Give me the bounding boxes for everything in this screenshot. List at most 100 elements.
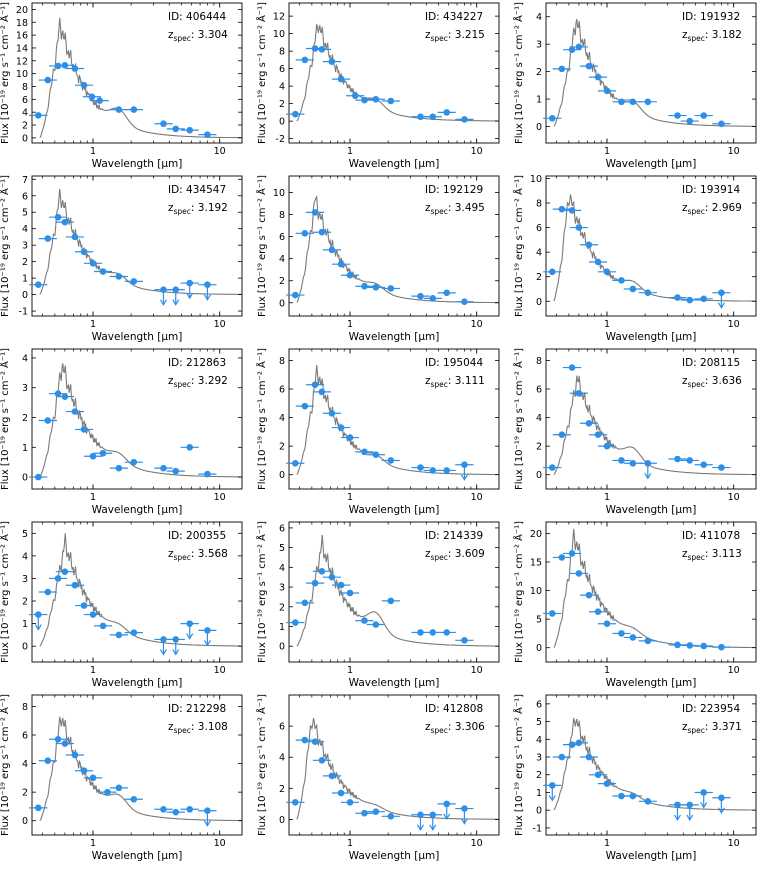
photometry-point bbox=[172, 467, 180, 475]
x-tick-label: 10 bbox=[471, 492, 483, 503]
y-tick-label: 4 bbox=[536, 12, 542, 23]
y-axis-label: Flux [10⁻¹⁹ erg s⁻¹ cm⁻² Å⁻¹] bbox=[255, 175, 268, 317]
upper-limit-arrow bbox=[203, 640, 211, 647]
photometry-point bbox=[346, 589, 354, 597]
photometry-point bbox=[115, 784, 123, 792]
photometry-point bbox=[618, 98, 625, 106]
photometry-point bbox=[104, 788, 111, 796]
photometry-point bbox=[674, 455, 681, 463]
photometry-point bbox=[718, 643, 725, 651]
photometry-point bbox=[629, 634, 637, 641]
upper-limit-arrow bbox=[159, 299, 167, 306]
photometry-point bbox=[548, 114, 556, 122]
photometry-point bbox=[346, 271, 354, 279]
y-tick-label: 6 bbox=[22, 731, 28, 742]
photometry-point bbox=[80, 426, 88, 433]
photometry-point bbox=[311, 738, 319, 745]
x-tick-label: 1 bbox=[90, 492, 96, 503]
photometry-point bbox=[594, 771, 602, 779]
x-axis-label: Wavelength [μm] bbox=[92, 331, 183, 343]
y-tick-label: 5 bbox=[279, 543, 285, 554]
object-id: ID: 195044 bbox=[425, 357, 483, 369]
y-axis-label: Flux [10⁻¹⁹ erg s⁻¹ cm⁻² Å⁻¹] bbox=[0, 348, 11, 490]
photometry-point bbox=[387, 285, 395, 292]
photometry-point bbox=[291, 619, 299, 626]
x-tick-label: 1 bbox=[90, 665, 96, 676]
y-axis-label: Flux [10⁻¹⁹ erg s⁻¹ cm⁻² Å⁻¹] bbox=[0, 2, 11, 144]
plot-frame bbox=[288, 348, 500, 490]
upper-limit-arrow bbox=[443, 813, 451, 821]
redshift-label: zspec: 3.113 bbox=[682, 548, 742, 562]
y-tick-label: 3 bbox=[279, 583, 285, 594]
photometry-point bbox=[674, 294, 681, 301]
photometry-point bbox=[88, 93, 96, 101]
y-axis-label: Flux [10⁻¹⁹ erg s⁻¹ cm⁻² Å⁻¹] bbox=[0, 521, 11, 663]
x-tick-label: 10 bbox=[471, 146, 483, 157]
photometry-point bbox=[204, 131, 211, 138]
x-axis-label: Wavelength [μm] bbox=[92, 850, 183, 862]
photometry-point bbox=[89, 611, 97, 618]
plot-frame bbox=[31, 348, 243, 490]
y-tick-label: 18 bbox=[16, 18, 28, 29]
y-tick-label: 2 bbox=[536, 442, 542, 453]
upper-limit-arrow bbox=[203, 820, 211, 827]
photometry-point bbox=[71, 581, 79, 589]
y-tick-label: 0 bbox=[536, 806, 542, 817]
sed-panel-214339: 0 1 2 3 4 5 6 1 10 Wavelength [μm] Flux [10⁻¹⁹ erg… bbox=[255, 521, 500, 689]
photometry-point bbox=[700, 295, 708, 303]
object-id: ID: 212863 bbox=[168, 357, 226, 369]
x-axis-label: Wavelength [μm] bbox=[92, 677, 183, 689]
y-tick-label: 4 bbox=[22, 224, 28, 235]
upper-limit-arrow bbox=[548, 795, 556, 802]
photometry-point bbox=[115, 464, 123, 472]
upper-limit-arrow bbox=[186, 633, 194, 640]
y-tick-label: 4 bbox=[536, 248, 542, 259]
photometry-point bbox=[80, 767, 88, 775]
y-tick-label: 2 bbox=[22, 121, 28, 132]
y-tick-label: 0 bbox=[22, 133, 28, 144]
y-tick-label: 4 bbox=[22, 108, 28, 119]
y-tick-label: 10 bbox=[530, 586, 542, 597]
photometry-point bbox=[361, 448, 368, 456]
photometry-point bbox=[558, 205, 566, 213]
photometry-point bbox=[311, 209, 319, 216]
photometry-point bbox=[372, 621, 380, 628]
y-tick-label: 5 bbox=[536, 615, 542, 626]
plot-frame bbox=[545, 521, 757, 663]
photometry-point bbox=[443, 109, 451, 116]
upper-limit-arrow bbox=[159, 649, 167, 656]
redshift-label: zspec: 3.111 bbox=[425, 375, 485, 389]
photometry-point bbox=[603, 87, 611, 95]
y-tick-label: 2 bbox=[22, 413, 28, 424]
photometry-point bbox=[387, 457, 395, 464]
photometry-point bbox=[34, 281, 42, 289]
photometry-point bbox=[44, 757, 52, 765]
photometry-point bbox=[311, 579, 319, 587]
y-tick-label: 10 bbox=[16, 69, 28, 80]
photometry-point bbox=[337, 424, 345, 431]
y-tick-label: 4 bbox=[536, 413, 542, 424]
y-tick-label: 8 bbox=[22, 82, 28, 93]
photometry-point bbox=[291, 459, 299, 467]
x-tick-label: 1 bbox=[604, 492, 610, 503]
photometry-point bbox=[568, 550, 576, 557]
photometry-point bbox=[54, 575, 62, 582]
object-id: ID: 223954 bbox=[682, 703, 740, 715]
sed-panel-434547: -1 0 1 2 3 4 5 6 7 1 10 Wavelength [μm] Flux [10⁻¹⁹ … bbox=[0, 175, 243, 343]
photometry-point bbox=[54, 735, 62, 743]
y-axis-label: Flux [10⁻¹⁹ erg s⁻¹ cm⁻² Å⁻¹] bbox=[255, 521, 268, 663]
y-tick-label: 0 bbox=[22, 642, 28, 653]
y-axis-label: Flux [10⁻¹⁹ erg s⁻¹ cm⁻² Å⁻¹] bbox=[512, 694, 525, 836]
redshift-label: zspec: 3.192 bbox=[168, 202, 228, 216]
model-sed-curve bbox=[296, 534, 499, 647]
y-tick-label: 6 bbox=[279, 523, 285, 534]
photometry-point bbox=[575, 739, 583, 747]
plot-frame bbox=[31, 694, 243, 836]
model-sed-curve bbox=[296, 717, 499, 820]
photometry-point bbox=[44, 235, 52, 242]
upper-limit-arrow bbox=[172, 299, 180, 306]
photometry-point bbox=[291, 799, 299, 806]
photometry-point bbox=[311, 45, 319, 52]
upper-limit-arrow bbox=[203, 294, 211, 301]
y-tick-label: 0 bbox=[22, 473, 28, 484]
